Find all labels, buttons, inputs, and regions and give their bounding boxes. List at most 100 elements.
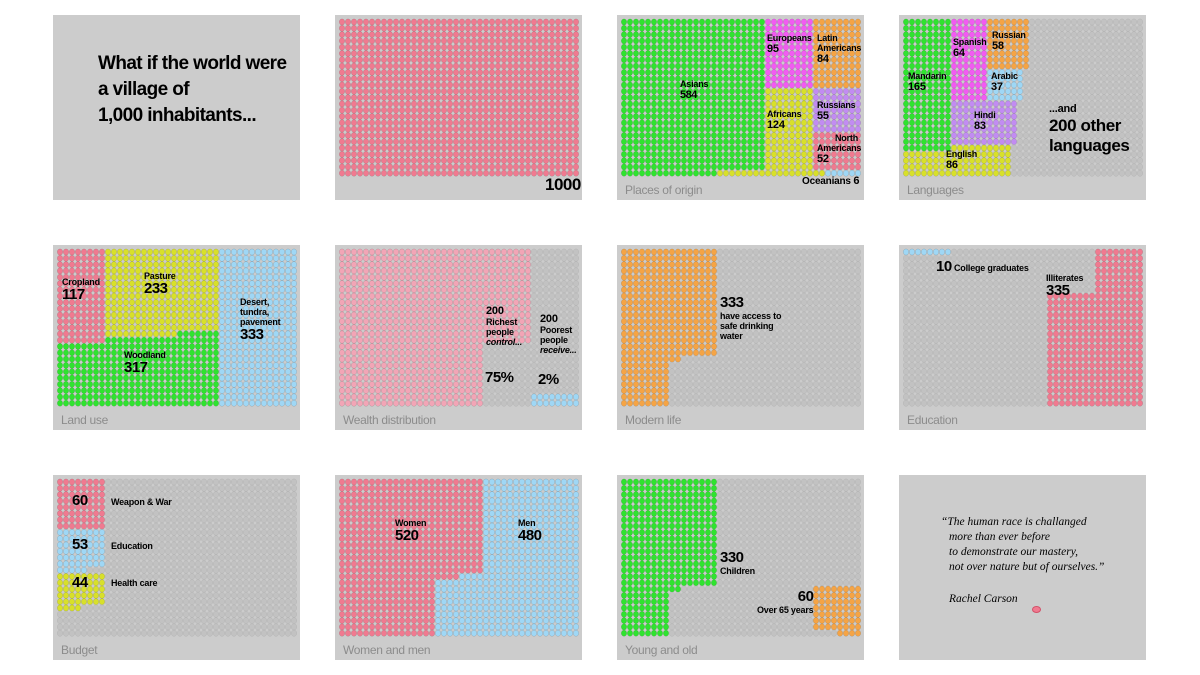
person-pink xyxy=(483,157,489,164)
person-pink xyxy=(519,62,525,70)
person-blue xyxy=(261,286,267,294)
person-blue xyxy=(231,273,237,281)
person-lightpink xyxy=(423,362,429,369)
person-lightpink xyxy=(345,261,351,268)
person-lightpink xyxy=(513,261,519,268)
person-green xyxy=(687,94,693,101)
person-lightpink xyxy=(459,261,465,268)
person-green xyxy=(669,75,675,83)
person-blue xyxy=(237,387,243,394)
person-empty xyxy=(1119,37,1125,45)
person-lightpink xyxy=(477,248,483,256)
person-pink xyxy=(447,43,453,51)
person-blue xyxy=(285,374,291,382)
person-blue xyxy=(219,280,225,287)
person-green xyxy=(717,18,723,26)
person-green xyxy=(753,62,759,70)
person-blue xyxy=(261,374,267,382)
person-magenta xyxy=(951,69,957,76)
person-yellow xyxy=(807,87,813,95)
person-blue xyxy=(231,399,237,407)
person-lightpink xyxy=(417,336,423,344)
person-green xyxy=(759,144,765,152)
person-pink xyxy=(345,144,351,152)
person-lightpink xyxy=(363,273,369,281)
person-empty xyxy=(549,387,555,394)
person-magenta xyxy=(969,62,975,70)
person-empty xyxy=(1017,125,1023,133)
person-lightpink xyxy=(477,317,483,325)
person-lightpink xyxy=(513,280,519,287)
person-pink xyxy=(495,113,501,120)
person-lightpink xyxy=(339,286,345,294)
person-pink xyxy=(447,119,453,127)
person-blue xyxy=(273,349,279,357)
person-pink xyxy=(483,62,489,70)
person-yellow xyxy=(789,138,795,146)
person-magenta xyxy=(777,62,783,70)
person-green xyxy=(639,24,645,32)
person-pink xyxy=(525,125,531,133)
person-blue xyxy=(225,330,231,338)
person-yellow xyxy=(135,267,141,275)
person-pink xyxy=(477,132,483,139)
person-lightpink xyxy=(345,362,351,369)
person-lightpink xyxy=(465,280,471,287)
person-pink xyxy=(363,169,369,177)
person-pink xyxy=(57,305,63,313)
person-green xyxy=(741,125,747,133)
person-pink xyxy=(513,132,519,139)
person-green xyxy=(639,144,645,152)
person-purple xyxy=(999,106,1005,114)
person-lightpink xyxy=(417,374,423,382)
person-green xyxy=(705,163,711,171)
person-orange xyxy=(849,18,855,26)
person-magenta xyxy=(801,24,807,32)
person-pink xyxy=(561,113,567,120)
person-purple xyxy=(1005,119,1011,127)
person-empty xyxy=(507,387,513,394)
person-empty xyxy=(1101,56,1107,64)
person-lightpink xyxy=(423,368,429,376)
person-blue xyxy=(243,280,249,287)
person-empty xyxy=(1095,169,1101,177)
person-lightpink xyxy=(429,292,435,300)
person-lightpink xyxy=(477,254,483,262)
person-empty xyxy=(1101,69,1107,76)
person-blue xyxy=(273,330,279,338)
person-lightpink xyxy=(369,393,375,401)
person-pink xyxy=(561,69,567,76)
person-pink xyxy=(849,150,855,158)
person-lightpink xyxy=(387,336,393,344)
person-empty xyxy=(1023,113,1029,120)
person-empty xyxy=(1023,138,1029,146)
person-pink xyxy=(477,75,483,83)
person-orange xyxy=(831,18,837,26)
person-pink xyxy=(381,43,387,51)
person-pink xyxy=(537,31,543,38)
person-green xyxy=(129,380,135,388)
person-blue xyxy=(273,399,279,407)
person-yellow xyxy=(117,248,123,256)
person-empty xyxy=(1119,31,1125,38)
person-orange xyxy=(837,18,843,26)
person-magenta xyxy=(951,56,957,64)
person-green xyxy=(645,169,651,177)
person-lightpink xyxy=(423,324,429,331)
person-green xyxy=(645,50,651,57)
person-green xyxy=(927,132,933,139)
person-pink xyxy=(513,125,519,133)
person-lightpink xyxy=(459,355,465,363)
person-empty xyxy=(567,299,573,306)
person-yellow xyxy=(969,150,975,158)
person-green xyxy=(195,368,201,376)
person-green xyxy=(669,100,675,108)
person-green xyxy=(663,75,669,83)
person-yellow xyxy=(159,273,165,281)
person-green xyxy=(663,37,669,45)
person-green xyxy=(627,18,633,26)
person-empty xyxy=(1125,18,1131,26)
person-blue xyxy=(291,399,297,407)
person-yellow xyxy=(765,144,771,152)
person-magenta xyxy=(765,56,771,64)
